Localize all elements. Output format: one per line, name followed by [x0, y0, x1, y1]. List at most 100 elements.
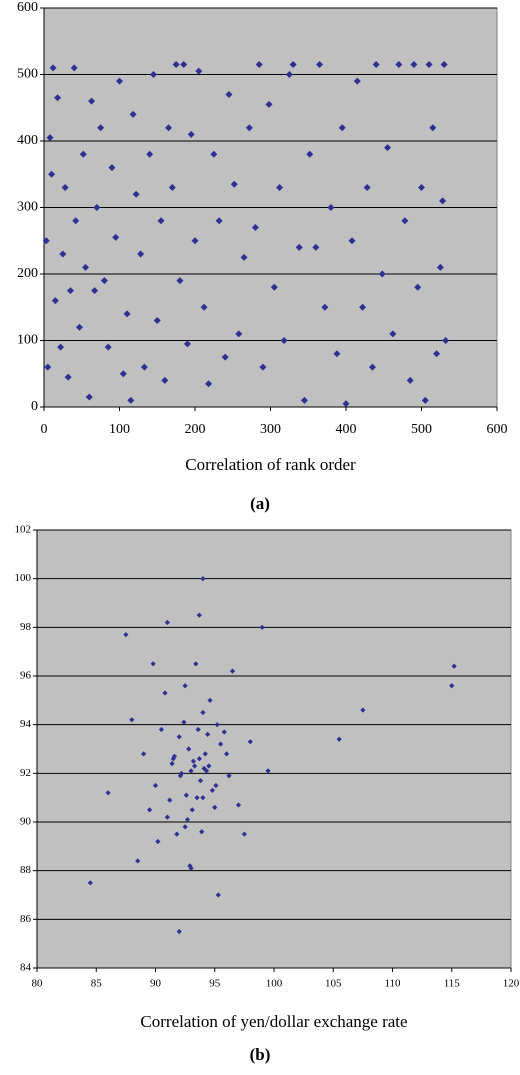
point [342, 400, 350, 408]
point [188, 865, 194, 871]
y-tick-label: 400 [17, 133, 38, 148]
point [167, 797, 173, 803]
y-tick-label: 86 [20, 913, 32, 925]
point [312, 243, 320, 251]
point [119, 370, 127, 378]
point [116, 77, 123, 85]
point [153, 317, 161, 325]
point [200, 576, 206, 582]
point [93, 204, 101, 211]
point [157, 217, 165, 225]
caption: (b) [250, 1045, 271, 1064]
point [197, 778, 204, 784]
point [85, 393, 93, 401]
x-axis-title: Correlation of yen/dollar exchange rate [140, 1012, 407, 1031]
point [44, 363, 52, 371]
point [285, 71, 293, 78]
point [168, 184, 176, 192]
point [363, 184, 371, 192]
point [359, 303, 367, 311]
x-tick-label: 300 [260, 422, 281, 437]
point [414, 283, 422, 291]
y-tick-label: 84 [20, 962, 32, 974]
point [200, 303, 208, 311]
point [240, 253, 248, 261]
point [338, 124, 346, 132]
y-tick-label: 94 [20, 718, 32, 730]
point [384, 144, 392, 152]
x-tick-label: 400 [336, 422, 357, 437]
x-tick-label: 0 [41, 422, 48, 437]
point [235, 802, 242, 808]
point [61, 184, 69, 192]
point [152, 782, 159, 789]
point [149, 71, 157, 78]
point [105, 790, 111, 796]
x-tick-label: 100 [109, 422, 130, 437]
y-tick-label: 500 [17, 67, 38, 82]
x-tick-label: 120 [503, 978, 520, 990]
point [49, 64, 57, 72]
point [155, 838, 161, 845]
point [135, 858, 141, 864]
point [172, 61, 180, 69]
point [207, 697, 213, 703]
point [183, 792, 189, 798]
point [48, 170, 56, 178]
point [224, 751, 230, 757]
point [225, 90, 233, 98]
point [161, 376, 169, 384]
point [199, 829, 205, 835]
point [187, 863, 193, 869]
point [150, 661, 156, 667]
point [186, 746, 192, 752]
point [108, 164, 116, 172]
point [187, 130, 195, 138]
point [378, 270, 386, 278]
point [406, 376, 414, 384]
point [429, 124, 437, 132]
y-tick-label: 98 [20, 621, 32, 633]
point [327, 204, 335, 211]
point [229, 668, 236, 674]
point [190, 758, 197, 764]
point [389, 330, 397, 338]
point [433, 350, 441, 358]
point [100, 277, 108, 285]
point [182, 824, 188, 830]
point [146, 807, 153, 813]
point [162, 690, 168, 696]
point [259, 363, 267, 371]
point [280, 337, 288, 344]
y-tick-label: 300 [17, 200, 38, 215]
point [195, 67, 203, 75]
point [57, 343, 65, 351]
point [189, 807, 195, 813]
point [270, 283, 278, 291]
point [158, 726, 165, 733]
point [336, 736, 342, 742]
point [316, 61, 324, 69]
point [182, 683, 188, 689]
point [141, 751, 147, 757]
point [210, 150, 218, 158]
point [176, 928, 182, 935]
point [333, 350, 341, 358]
y-tick-label: 90 [20, 816, 32, 828]
point [72, 217, 80, 225]
y-tick-label: 102 [15, 524, 32, 536]
point [421, 396, 429, 404]
point [132, 190, 140, 198]
point [82, 263, 90, 271]
point [137, 250, 145, 258]
point [91, 287, 99, 295]
point [372, 61, 380, 69]
point [169, 761, 175, 767]
point [215, 217, 223, 225]
point [188, 768, 194, 774]
point [195, 726, 201, 733]
x-tick-label: 85 [91, 978, 103, 990]
point [205, 380, 213, 388]
x-tick-label: 115 [444, 978, 461, 990]
